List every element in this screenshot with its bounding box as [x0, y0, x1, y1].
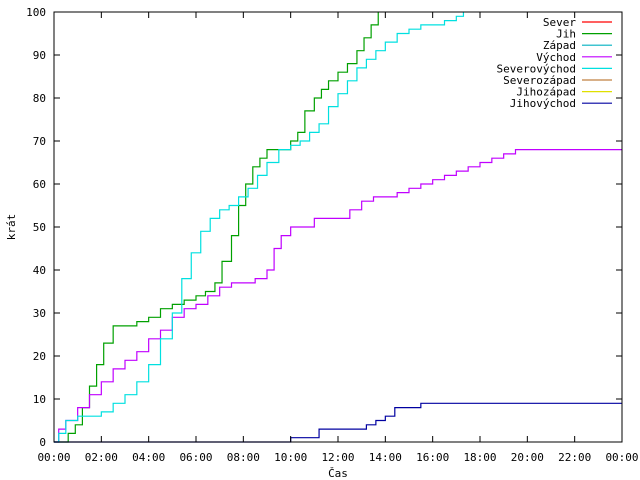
- y-tick-label: 100: [26, 6, 46, 19]
- y-tick-label: 90: [33, 49, 46, 62]
- x-tick-label: 00:00: [605, 451, 638, 464]
- x-tick-label: 16:00: [416, 451, 449, 464]
- legend-label: Západ: [543, 39, 576, 52]
- y-tick-label: 20: [33, 350, 46, 363]
- x-axis-label: Čas: [328, 467, 348, 480]
- series-line: [54, 12, 379, 443]
- x-tick-label: 12:00: [321, 451, 354, 464]
- y-tick-label: 10: [33, 393, 46, 406]
- series-line: [54, 402, 622, 443]
- y-tick-label: 60: [33, 178, 46, 191]
- legend: SeverJihZápadVýchodSeverovýchodSeverozáp…: [497, 16, 612, 110]
- x-tick-label: 22:00: [558, 451, 591, 464]
- series-line: [54, 12, 465, 443]
- x-tick-label: 00:00: [37, 451, 70, 464]
- x-tick-label: 14:00: [369, 451, 402, 464]
- y-tick-label: 80: [33, 92, 46, 105]
- x-tick-label: 06:00: [179, 451, 212, 464]
- legend-label: Jih: [556, 28, 576, 41]
- x-tick-label: 08:00: [227, 451, 260, 464]
- y-tick-label: 70: [33, 135, 46, 148]
- legend-label: Jihovýchod: [510, 97, 576, 110]
- legend-label: Jihozápad: [516, 86, 576, 99]
- legend-label: Sever: [543, 16, 576, 29]
- series-line: [54, 149, 622, 443]
- y-tick-label: 0: [39, 436, 46, 449]
- legend-label: Severozápad: [503, 74, 576, 87]
- x-tick-label: 10:00: [274, 451, 307, 464]
- y-tick-label: 30: [33, 307, 46, 320]
- series-layer: [54, 12, 622, 443]
- y-tick-label: 40: [33, 264, 46, 277]
- x-tick-label: 04:00: [132, 451, 165, 464]
- legend-label: Severovýchod: [497, 62, 576, 75]
- x-tick-label: 20:00: [511, 451, 544, 464]
- x-tick-label: 18:00: [463, 451, 496, 464]
- y-tick-label: 50: [33, 221, 46, 234]
- legend-label: Východ: [536, 51, 576, 64]
- axis-ticks: 0 10 20 30 40 50 60 70 80 90 100 00:00 02:00 04:00 06:…: [26, 6, 638, 464]
- y-axis-label: krát: [5, 214, 18, 241]
- x-tick-label: 02:00: [85, 451, 118, 464]
